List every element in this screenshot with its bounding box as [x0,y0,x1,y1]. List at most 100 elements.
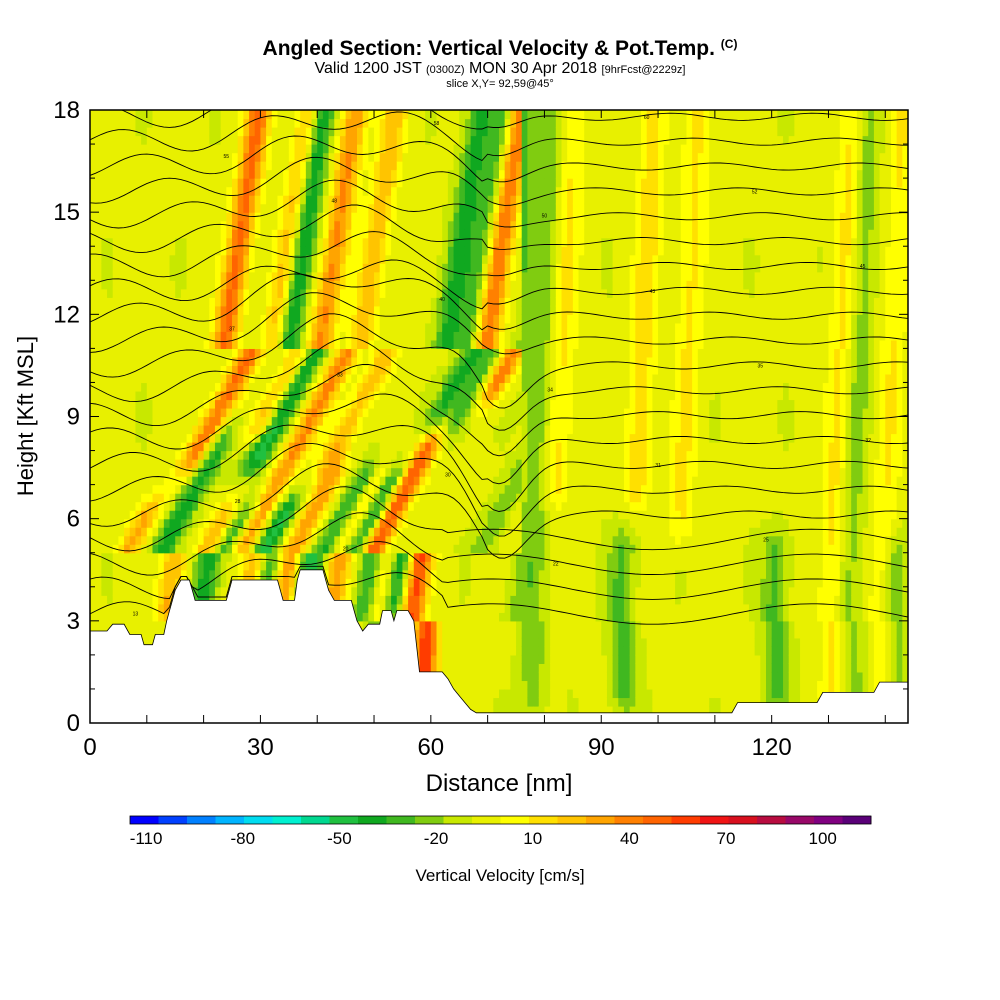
colorbar-swatch [785,816,815,824]
colorbar [129,815,872,825]
colorbar-swatch [472,816,501,824]
x-tick-label: 60 [417,734,444,761]
y-tick-label: 3 [67,608,80,635]
isentrope-label: 33 [337,372,343,378]
x-tick-label: 90 [588,734,615,761]
isentrope-label: 37 [229,327,235,333]
y-axis-label: Height [Kft MSL] [13,336,38,496]
colorbar-swatch [301,816,330,824]
colorbar-swatch [500,816,530,824]
isentrope-line [90,442,908,537]
isentrope-label: 20 [343,546,349,552]
slice-info: slice X,Y= 92,59@45° [446,78,554,90]
isentrope-label: 32 [865,438,871,444]
y-tick-label: 18 [53,97,80,124]
isentrope-label: 43 [650,289,656,295]
isentrope-line [90,337,908,431]
colorbar-swatch [757,816,786,824]
terrain-mask [90,569,908,723]
isentrope-line [90,393,908,485]
isentrope-label: 25 [763,537,769,543]
valid-date: MON 30 Apr 2018 [469,60,598,77]
isentrope-line [90,156,908,206]
colorbar-swatch [728,816,758,824]
colorbar-swatch [130,816,159,824]
x-tick-label: 0 [83,734,96,761]
colorbar-swatch [272,816,302,824]
colorbar-swatch [643,816,672,824]
isentrope-label: 60 [644,115,650,121]
isentrope-label: 13 [133,611,139,617]
colorbar-tick-label: 100 [809,829,837,848]
x-axis-label: Distance [nm] [426,770,573,797]
isentrope-label: 22 [553,562,559,568]
isentrope-line [90,486,908,552]
y-axis: 0 3 6 9 12 15 18 [53,97,908,737]
isentrope-label: 52 [752,189,758,195]
isentrope-line [90,204,908,254]
colorbar-swatch [814,816,843,824]
isentrope-label: 34 [547,388,553,394]
colorbar-tick-label: 40 [620,829,639,848]
colorbar-swatch [443,816,473,824]
colorbar-swatch [386,816,416,824]
colorbar-swatch [358,816,387,824]
chart-title-text: Angled Section: Vertical Velocity & Pot.… [262,37,715,60]
colorbar-swatch [700,816,729,824]
y-tick-label: 0 [67,710,80,737]
colorbar-ticks: -110 -80 -50 -20 10 40 70 100 [130,829,837,848]
chart-title: Angled Section: Vertical Velocity & Pot.… [0,37,1000,61]
colorbar-label: Vertical Velocity [cm/s] [415,866,584,885]
colorbar-tick-label: 10 [523,829,542,848]
isentrope-line [90,292,908,355]
isentrope-label: 55 [224,154,230,160]
isentrope-label: 35 [758,363,764,369]
colorbar-swatch [158,816,188,824]
isentrope-label: 28 [235,499,241,505]
isentrope-line [90,364,908,457]
isentrope-label: 30 [445,473,451,479]
colorbar-swatch [614,816,644,824]
y-tick-label: 12 [53,301,80,328]
isentrope-label: 50 [542,213,548,219]
colorbar-swatch [586,816,615,824]
y-tick-label: 15 [53,199,80,226]
isentrope-line [90,273,908,331]
colorbar-swatch [415,816,444,824]
isentrope-label: 31 [655,463,661,469]
colorbar-swatch [842,816,872,824]
isentrope-label: 48 [332,199,338,205]
isentrope-line [90,313,908,409]
isentrope-line [90,231,908,278]
colorbar-tick-label: -80 [231,829,256,848]
x-axis: 0 30 60 90 120 [83,110,886,761]
x-tick-label: 120 [752,734,792,761]
colorbar-swatch [529,816,558,824]
colorbar-swatch [557,816,587,824]
colorbar-swatch [671,816,701,824]
colorbar-swatch [187,816,216,824]
isentrope-line [90,463,908,559]
isentrope-line [90,111,908,162]
chart-subtitle: Valid 1200 JST (0300Z) MON 30 Apr 2018 [… [0,60,1000,78]
y-tick-label: 6 [67,506,80,533]
colorbar-swatch [329,816,359,824]
isentrope-line [90,259,908,310]
colorbar-swatch [215,816,245,824]
isentrope-line [90,179,908,229]
isentrope-line [90,135,908,183]
isentrope-line [90,565,908,625]
valid-time: Valid 1200 JST [314,60,422,77]
isentrope-label: 58 [434,121,440,127]
colorbar-tick-label: -110 [130,829,163,848]
chart-title-units: (C) [720,37,738,51]
colorbar-tick-label: -20 [424,829,449,848]
x-tick-label: 30 [247,734,274,761]
isentrope-label: 45 [860,264,866,270]
isentrope-line [90,541,908,600]
colorbar-frame [129,815,872,825]
isentrope-line [90,512,908,576]
forecast-info: [9hrFcst@2229z] [601,64,686,76]
terrain-profile [90,569,908,723]
